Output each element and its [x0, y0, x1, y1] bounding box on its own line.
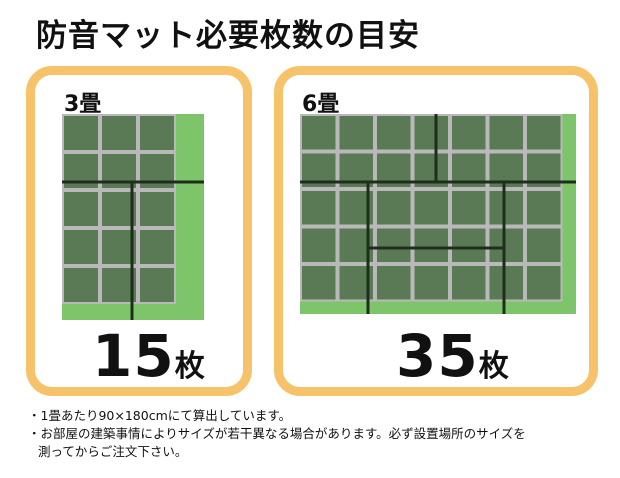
- mat-tile: [487, 189, 525, 227]
- tatami-seams-6: [300, 114, 576, 314]
- notes: ・1畳あたり90×180cmにて算出しています。 ・お部屋の建築事情によりサイズ…: [28, 407, 526, 461]
- mat-tile: [375, 114, 413, 152]
- mat-tile: [525, 264, 563, 302]
- mat-tile: [300, 264, 338, 302]
- count-unit: 枚: [478, 349, 509, 384]
- mat-grid-6: [300, 114, 563, 302]
- mat-tile: [525, 189, 563, 227]
- mat-tile: [412, 264, 450, 302]
- mat-tile: [138, 190, 176, 228]
- note-line: 測ってからご注文下さい。: [38, 444, 188, 459]
- mat-tile: [138, 152, 176, 190]
- mat-tile: [138, 228, 176, 266]
- mat-tile: [100, 114, 138, 152]
- mat-tile: [525, 226, 563, 264]
- mat-tile: [487, 226, 525, 264]
- count-3-tatami: 15枚: [92, 322, 205, 390]
- panel-3-label: 3畳: [64, 92, 102, 117]
- mat-tile: [62, 114, 100, 152]
- mat-tile: [62, 266, 100, 304]
- mat-tile: [375, 226, 413, 264]
- mat-tile: [62, 152, 100, 190]
- mat-tile: [300, 189, 338, 227]
- floor-plan-3-tatami: [62, 114, 204, 320]
- tatami-seams-3: [62, 180, 204, 320]
- mat-tile: [300, 114, 338, 152]
- mat-tile: [300, 226, 338, 264]
- note-line: ・お部屋の建築事情によりサイズが若干異なる場合があります。必ず設置場所のサイズを: [28, 426, 526, 441]
- note-line: ・1畳あたり90×180cmにて算出しています。: [28, 408, 292, 423]
- count-number: 35: [396, 322, 479, 390]
- mat-tile: [525, 114, 563, 152]
- mat-tile: [450, 189, 488, 227]
- mat-tile: [412, 114, 450, 152]
- mat-tile: [412, 226, 450, 264]
- mat-tile: [138, 266, 176, 304]
- count-6-tatami: 35枚: [396, 322, 509, 390]
- mat-tile: [62, 190, 100, 228]
- count-unit: 枚: [174, 349, 205, 384]
- mat-tile: [487, 264, 525, 302]
- mat-tile: [412, 189, 450, 227]
- count-number: 15: [92, 322, 175, 390]
- mat-tile: [450, 114, 488, 152]
- mat-tile: [337, 114, 375, 152]
- floor-plan-6-tatami: [300, 114, 576, 314]
- mat-tile: [487, 114, 525, 152]
- mat-tile: [450, 264, 488, 302]
- mat-tile: [375, 189, 413, 227]
- page-title: 防音マット必要枚数の目安: [36, 18, 420, 54]
- mat-tile: [450, 226, 488, 264]
- mat-tile: [138, 114, 176, 152]
- mat-tile: [62, 228, 100, 266]
- panel-6-label: 6畳: [302, 92, 340, 117]
- mat-grid-3: [62, 114, 176, 304]
- mat-tile: [375, 264, 413, 302]
